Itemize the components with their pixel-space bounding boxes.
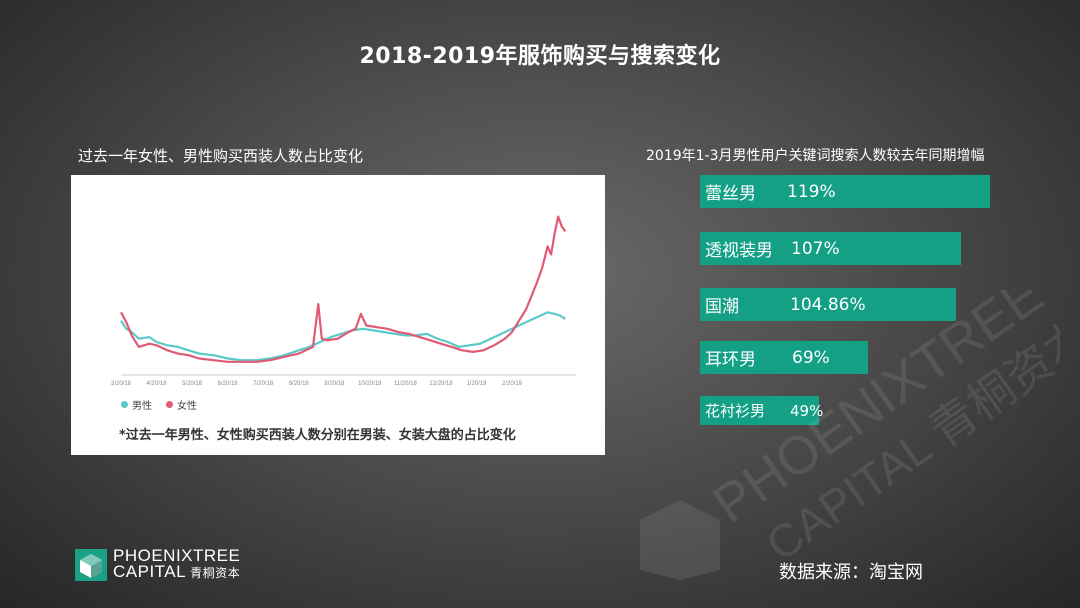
logo-text-line1: PHOENIXTREE	[113, 546, 241, 565]
logo-text-line2: CAPITAL	[113, 562, 187, 581]
bar-category-label: 国潮	[705, 297, 739, 317]
line-chart-legend: 男性 女性	[121, 397, 197, 412]
x-tick-label: 3/20/18	[111, 381, 132, 387]
x-tick-label: 8/20/18	[289, 381, 310, 387]
line-chart-panel: 3/20/18 4/20/18 5/20/18 6/20/18 7/20/18 8/20/…	[71, 175, 605, 455]
legend-label-male: 男性	[132, 401, 152, 412]
x-tick-label: 9/20/18	[324, 381, 345, 387]
company-logo: PHOENIXTREE CAPITAL 青桐资本	[75, 546, 241, 581]
x-tick-label: 10/20/18	[358, 381, 382, 387]
bar-category-label: 花衬衫男	[705, 402, 766, 420]
bar-category-label: 透视装男	[705, 241, 773, 261]
bar-category-label: 耳环男	[705, 350, 756, 370]
bar: 国潮 104.86%	[700, 288, 956, 321]
watermark-logo: PHOENIXTREE CAPITAL 青桐资本	[640, 290, 1060, 580]
x-tick-label: 6/20/18	[218, 381, 239, 387]
x-tick-label: 11/20/18	[394, 381, 418, 387]
x-tick-label: 2/20/19	[502, 381, 523, 387]
bar: 耳环男 69%	[700, 341, 868, 374]
legend-item-male: 男性	[121, 397, 152, 412]
watermark-mark-icon	[640, 500, 720, 580]
phoenixtree-logo-icon	[75, 548, 107, 581]
data-source: 数据来源：淘宝网	[779, 562, 923, 583]
line-chart: 3/20/18 4/20/18 5/20/18 6/20/18 7/20/18 8/20/…	[111, 215, 576, 387]
legend-item-female: 女性	[166, 397, 197, 412]
series-line-male	[120, 311, 566, 362]
chart-footnote: *过去一年男性、女性购买西装人数分别在男装、女装大盘的占比变化	[119, 428, 516, 443]
bar-category-label: 蕾丝男	[705, 184, 756, 204]
legend-dot-female	[166, 401, 173, 408]
series-line-female	[120, 215, 567, 363]
bar-value-label: 119%	[787, 181, 836, 202]
bar-value-label: 107%	[791, 238, 840, 259]
bar-value-label: 69%	[792, 347, 830, 368]
bar: 透视装男 107%	[700, 232, 961, 265]
legend-dot-male	[121, 401, 128, 408]
x-tick-label: 4/20/18	[147, 381, 168, 387]
logo-text-cn: 青桐资本	[190, 566, 241, 580]
bar-chart-title: 2019年1-3月男性用户关键词搜索人数较去年同期增幅	[646, 148, 985, 164]
bar: 花衬衫男 49%	[700, 396, 823, 425]
x-tick-label: 7/20/18	[253, 381, 274, 387]
line-chart-title: 过去一年女性、男性购买西装人数占比变化	[78, 147, 364, 165]
bar-value-label: 104.86%	[790, 294, 866, 315]
legend-label-female: 女性	[177, 401, 197, 412]
x-tick-label: 1/20/19	[466, 381, 487, 387]
bar-value-label: 49%	[790, 401, 824, 420]
x-tick-label: 5/20/18	[182, 381, 203, 387]
bar: 蕾丝男 119%	[700, 175, 990, 208]
page-title: 2018-2019年服饰购买与搜索变化	[359, 44, 721, 69]
logo-text-line2-wrap: CAPITAL 青桐资本	[113, 562, 241, 581]
x-tick-label: 12/20/18	[429, 381, 453, 387]
